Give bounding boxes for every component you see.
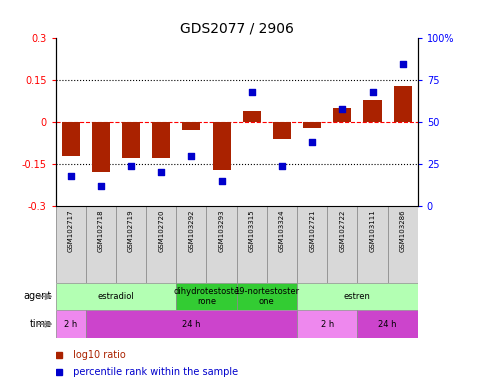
Point bbox=[248, 89, 256, 95]
Bar bbox=[297, 206, 327, 283]
Bar bbox=[207, 206, 237, 283]
Point bbox=[157, 169, 165, 175]
Bar bbox=[86, 310, 297, 338]
Text: GSM102719: GSM102719 bbox=[128, 210, 134, 252]
Point bbox=[218, 178, 226, 184]
Point bbox=[187, 152, 195, 159]
Bar bbox=[152, 122, 170, 158]
Bar bbox=[146, 206, 176, 283]
Bar bbox=[213, 122, 231, 170]
Text: 2 h: 2 h bbox=[321, 319, 334, 329]
Text: log10 ratio: log10 ratio bbox=[70, 350, 126, 360]
Text: percentile rank within the sample: percentile rank within the sample bbox=[70, 367, 238, 377]
Bar bbox=[357, 310, 418, 338]
Bar bbox=[56, 310, 86, 338]
Bar bbox=[176, 283, 237, 310]
Bar bbox=[297, 310, 357, 338]
Text: GSM103315: GSM103315 bbox=[249, 210, 255, 252]
Text: 2 h: 2 h bbox=[64, 319, 77, 329]
Text: estren: estren bbox=[344, 292, 371, 301]
Title: GDS2077 / 2906: GDS2077 / 2906 bbox=[180, 22, 294, 36]
Bar bbox=[86, 206, 116, 283]
Bar bbox=[364, 100, 382, 122]
Text: 19-nortestoster
one: 19-nortestoster one bbox=[234, 287, 299, 306]
Bar bbox=[273, 122, 291, 139]
Text: GSM102721: GSM102721 bbox=[309, 210, 315, 252]
Bar bbox=[357, 206, 388, 283]
Text: GSM103292: GSM103292 bbox=[188, 210, 194, 252]
Point bbox=[97, 183, 105, 189]
Bar bbox=[56, 206, 86, 283]
Bar bbox=[237, 206, 267, 283]
Text: agent: agent bbox=[24, 291, 52, 301]
Text: GSM103286: GSM103286 bbox=[400, 210, 406, 252]
Point bbox=[127, 162, 135, 169]
Text: GSM103293: GSM103293 bbox=[219, 210, 225, 252]
Bar bbox=[183, 122, 200, 131]
Bar bbox=[237, 283, 297, 310]
Text: 24 h: 24 h bbox=[378, 319, 397, 329]
Text: GSM103111: GSM103111 bbox=[369, 210, 375, 252]
Text: GSM102720: GSM102720 bbox=[158, 210, 164, 252]
Bar bbox=[327, 206, 357, 283]
Point bbox=[278, 162, 286, 169]
Text: GSM102718: GSM102718 bbox=[98, 210, 104, 252]
Text: 24 h: 24 h bbox=[182, 319, 200, 329]
Point bbox=[339, 106, 346, 112]
Bar bbox=[267, 206, 297, 283]
Point bbox=[308, 139, 316, 145]
Bar bbox=[394, 86, 412, 122]
Bar bbox=[176, 206, 207, 283]
Text: estradiol: estradiol bbox=[98, 292, 134, 301]
Bar bbox=[62, 122, 80, 156]
Bar bbox=[92, 122, 110, 172]
Bar bbox=[122, 122, 140, 158]
Text: GSM102722: GSM102722 bbox=[340, 210, 345, 252]
Point bbox=[67, 173, 74, 179]
Bar bbox=[303, 122, 321, 128]
Text: GSM102717: GSM102717 bbox=[68, 210, 73, 252]
Bar bbox=[388, 206, 418, 283]
Text: GSM103324: GSM103324 bbox=[279, 210, 285, 252]
Bar bbox=[242, 111, 261, 122]
Bar bbox=[56, 283, 176, 310]
Bar bbox=[297, 283, 418, 310]
Point bbox=[369, 89, 376, 95]
Text: time: time bbox=[30, 319, 52, 329]
Point bbox=[399, 60, 407, 66]
Text: dihydrotestoste
rone: dihydrotestoste rone bbox=[173, 287, 240, 306]
Bar bbox=[333, 108, 352, 122]
Bar bbox=[116, 206, 146, 283]
